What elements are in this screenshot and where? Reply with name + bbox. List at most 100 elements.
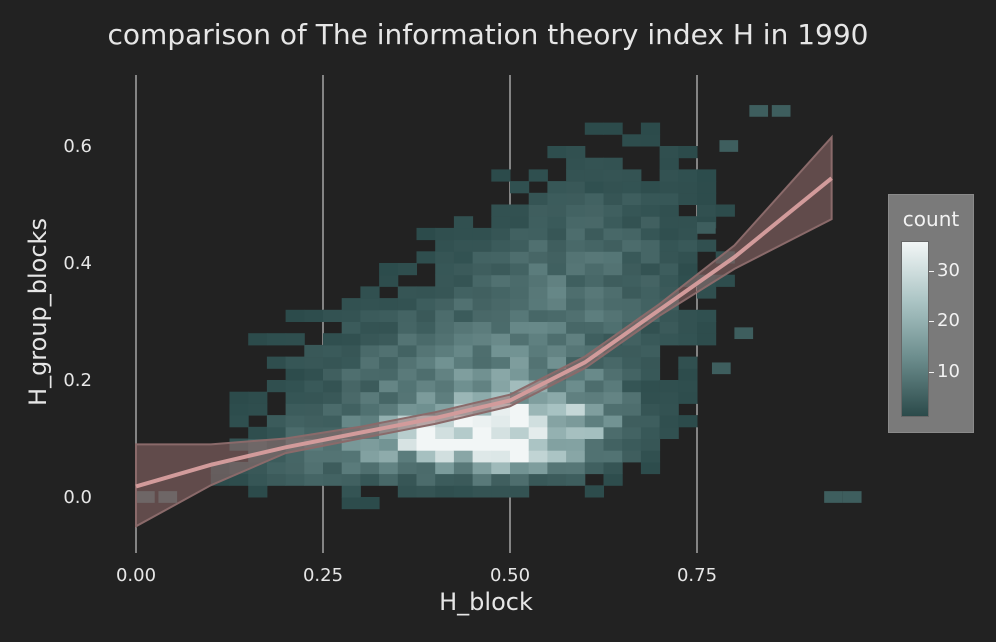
heatmap-cell-406 (603, 309, 623, 322)
heatmap-cell-381 (584, 263, 604, 276)
heatmap-cell-302 (528, 227, 548, 241)
heatmap-cell-474 (659, 426, 679, 439)
heatmap-cell-159 (435, 485, 455, 498)
heatmap-cell-2 (229, 473, 249, 486)
heatmap-cell-13 (248, 426, 268, 439)
heatmap-cell-162 (435, 450, 455, 463)
heatmap-cell-342 (566, 380, 586, 393)
heatmap-cell-212 (472, 415, 492, 428)
heatmap-cell-440 (622, 227, 642, 241)
heatmap-cell-509 (678, 216, 698, 229)
heatmap-cell-127 (397, 403, 417, 416)
heatmap-cell-496 (678, 415, 698, 428)
heatmap-cell-310 (547, 438, 567, 451)
heatmap-cell-335 (566, 461, 586, 475)
heatmap-cell-130 (397, 368, 417, 381)
heatmap-cell-44 (304, 415, 324, 428)
heatmap-cell-368 (584, 415, 604, 428)
heatmap-cell-222 (472, 298, 492, 311)
heatmap-cell-252 (491, 216, 511, 229)
heatmap-cell-25 (266, 333, 287, 346)
heatmap-cell-378 (584, 298, 604, 311)
heatmap-cell-332 (547, 181, 567, 194)
heatmap-cell-339 (566, 415, 586, 428)
heatmap-cell-445 (622, 169, 642, 182)
heatmap-cell-173 (435, 321, 455, 334)
heatmap-cell-150 (416, 356, 436, 369)
heatmap-cell-186 (453, 438, 474, 451)
heatmap-cell-260 (510, 426, 530, 439)
heatmap-cell-284 (528, 438, 548, 451)
heatmap-cell-195 (453, 333, 474, 346)
heatmap-cell-350 (566, 286, 586, 299)
heatmap-cell-366 (584, 438, 604, 451)
heatmap-cell-154 (416, 309, 436, 322)
heatmap-cell-205 (453, 216, 474, 229)
smooth-confidence-band (135, 134, 833, 528)
heatmap-cell-99 (360, 309, 380, 322)
heatmap-cell-324 (547, 274, 567, 287)
heatmap-cell-396 (603, 426, 623, 439)
heatmap-cell-523 (697, 181, 717, 194)
heatmap-cell-81 (341, 321, 361, 334)
heatmap-cell-505 (678, 263, 698, 276)
colorbar-tick-label-0: 10 (937, 360, 960, 382)
heatmap-cell-309 (547, 450, 567, 463)
heatmap-cell-430 (622, 344, 642, 358)
heatmap-cell-394 (603, 450, 623, 463)
heatmap-cell-153 (416, 321, 436, 334)
heatmap-cell-26 (285, 473, 305, 486)
heatmap-cell-354 (566, 239, 586, 252)
heatmap-cell-522 (697, 192, 717, 205)
heatmap-cell-58 (323, 403, 343, 416)
heatmap-cell-389 (584, 169, 604, 182)
heatmap-cell-516 (697, 309, 717, 322)
heatmap-cell-363 (584, 485, 604, 498)
heatmap-cell-6 (229, 403, 249, 416)
colorbar-legend: count 10 20 30 (888, 194, 974, 433)
heatmap-cell-351 (566, 274, 586, 287)
heatmap-cell-469 (640, 204, 661, 217)
heatmap-cell-23 (266, 380, 287, 393)
heatmap-cell-206 (472, 485, 492, 498)
heatmap-cell-60 (323, 380, 343, 393)
heatmap-cell-140 (416, 473, 436, 486)
heatmap-cell-180 (435, 239, 455, 252)
heatmap-cell-495 (659, 146, 679, 159)
heatmap-cell-462 (640, 286, 661, 299)
heatmap-cell-488 (659, 227, 679, 241)
heatmap-cell-27 (285, 461, 305, 475)
heatmap-cell-73 (341, 415, 361, 428)
heatmap-cell-223 (472, 286, 492, 299)
heatmap-cell-225 (472, 263, 492, 276)
heatmap-cell-409 (603, 274, 623, 287)
heatmap-cell-53 (323, 461, 343, 475)
heatmap-cell-131 (397, 356, 417, 369)
heatmap-cell-84 (360, 497, 380, 510)
heatmap-cell-499 (678, 368, 698, 381)
heatmap-cell-181 (435, 227, 455, 241)
heatmap-cell-318 (547, 344, 567, 358)
heatmap-cell-311 (547, 426, 567, 439)
heatmap-cell-49 (304, 356, 324, 369)
heatmap-cell-203 (453, 239, 474, 252)
heatmap-cell-358 (566, 192, 586, 205)
heatmap-cell-436 (622, 274, 642, 287)
heatmap-cell-439 (622, 239, 642, 252)
heatmap-cell-489 (659, 216, 679, 229)
heatmap-cell-54 (323, 450, 343, 463)
x-axis-label: H_block (439, 588, 533, 616)
y-tick-label-3: 0.6 (63, 136, 92, 157)
heatmap-cell-422 (622, 438, 642, 451)
heatmap-cell-221 (472, 309, 492, 322)
heatmap-cell-463 (640, 274, 661, 287)
heatmap-cell-402 (603, 356, 623, 369)
heatmap-cell-100 (360, 298, 380, 311)
heatmap-cell-327 (547, 239, 567, 252)
heatmap-cell-155 (416, 298, 436, 311)
heatmap-cell-207 (472, 473, 492, 486)
heatmap-cell-204 (453, 227, 474, 241)
heatmap-cell-494 (659, 157, 679, 170)
heatmap-cell-438 (622, 251, 642, 264)
heatmap-cell-400 (603, 380, 623, 393)
